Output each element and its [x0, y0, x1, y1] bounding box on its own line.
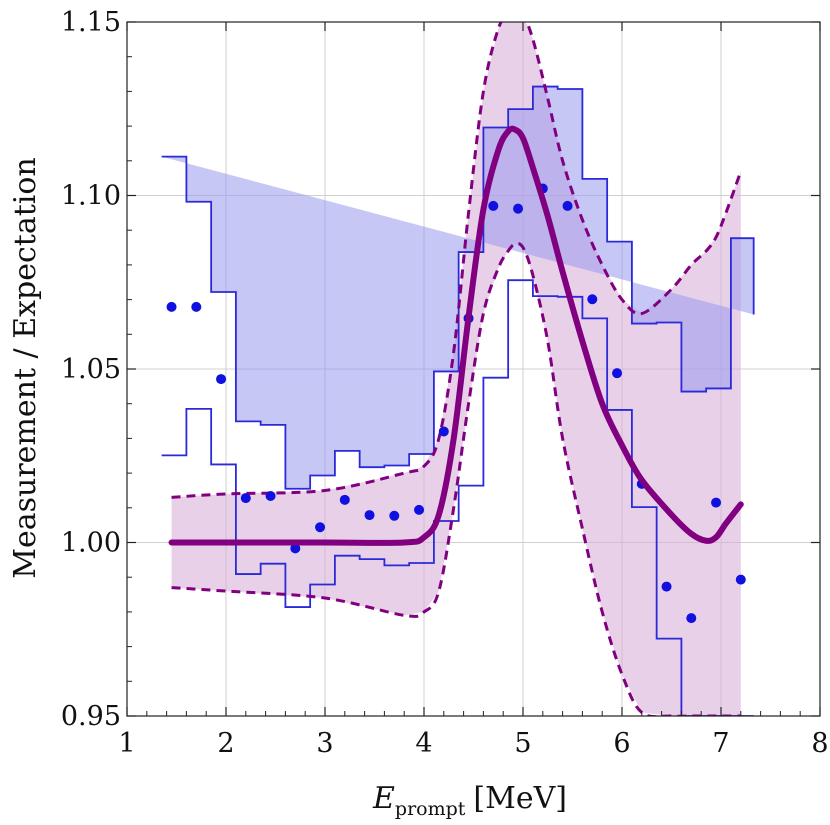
- y-tick-label: 1.10: [61, 181, 121, 212]
- data-point: [265, 491, 276, 502]
- model-band-dashed-lines: [171, 22, 743, 716]
- x-tick-label: 6: [613, 728, 630, 759]
- model-center-line: [168, 125, 744, 546]
- data-point: [216, 374, 227, 385]
- data-point: [587, 294, 598, 305]
- x-tick-label: 2: [217, 728, 234, 759]
- x-tick-label: 5: [514, 728, 531, 759]
- data-point: [735, 574, 746, 585]
- data-point: [488, 200, 499, 211]
- y-tick-label: 1.05: [61, 354, 121, 385]
- y-tick-label: 0.95: [61, 701, 121, 732]
- model-lower-dashed: [171, 242, 741, 716]
- y-tick-label: 1.15: [61, 7, 121, 38]
- x-axis-label: Eprompt [MeV]: [372, 781, 567, 820]
- model-curve: [168, 125, 744, 546]
- data-point: [612, 368, 623, 379]
- x-tick-label: 8: [811, 728, 828, 759]
- data-point: [711, 497, 722, 508]
- x-axis-ticks: 1 2 3 4 5 6 7 8: [118, 22, 829, 759]
- data-band-upper-edge: [161, 85, 755, 490]
- x-tick-label: 1: [118, 728, 135, 759]
- data-point: [364, 510, 375, 521]
- data-point: [562, 200, 573, 211]
- y-axis-ticks: 0.95 1.00 1.05 1.10 1.15: [61, 7, 820, 732]
- x-tick-label: 3: [316, 728, 333, 759]
- y-axis-label: Measurement / Expectation: [8, 157, 43, 578]
- model-upper-dashed: [171, 22, 743, 499]
- data-point: [389, 510, 400, 521]
- data-point: [315, 522, 326, 533]
- data-band-fill: [161, 86, 754, 489]
- y-tick-label: 1.00: [61, 528, 121, 559]
- data-point: [686, 613, 697, 624]
- data-point: [290, 543, 301, 554]
- data-point: [661, 581, 672, 592]
- data-point: [191, 301, 202, 312]
- data-point: [166, 301, 177, 312]
- data-point: [414, 504, 425, 515]
- data-point: [438, 426, 449, 437]
- x-tick-label: 7: [712, 728, 729, 759]
- data-point: [240, 493, 251, 504]
- data-point: [339, 494, 350, 505]
- x-tick-label: 4: [415, 728, 432, 759]
- data-point: [513, 203, 524, 214]
